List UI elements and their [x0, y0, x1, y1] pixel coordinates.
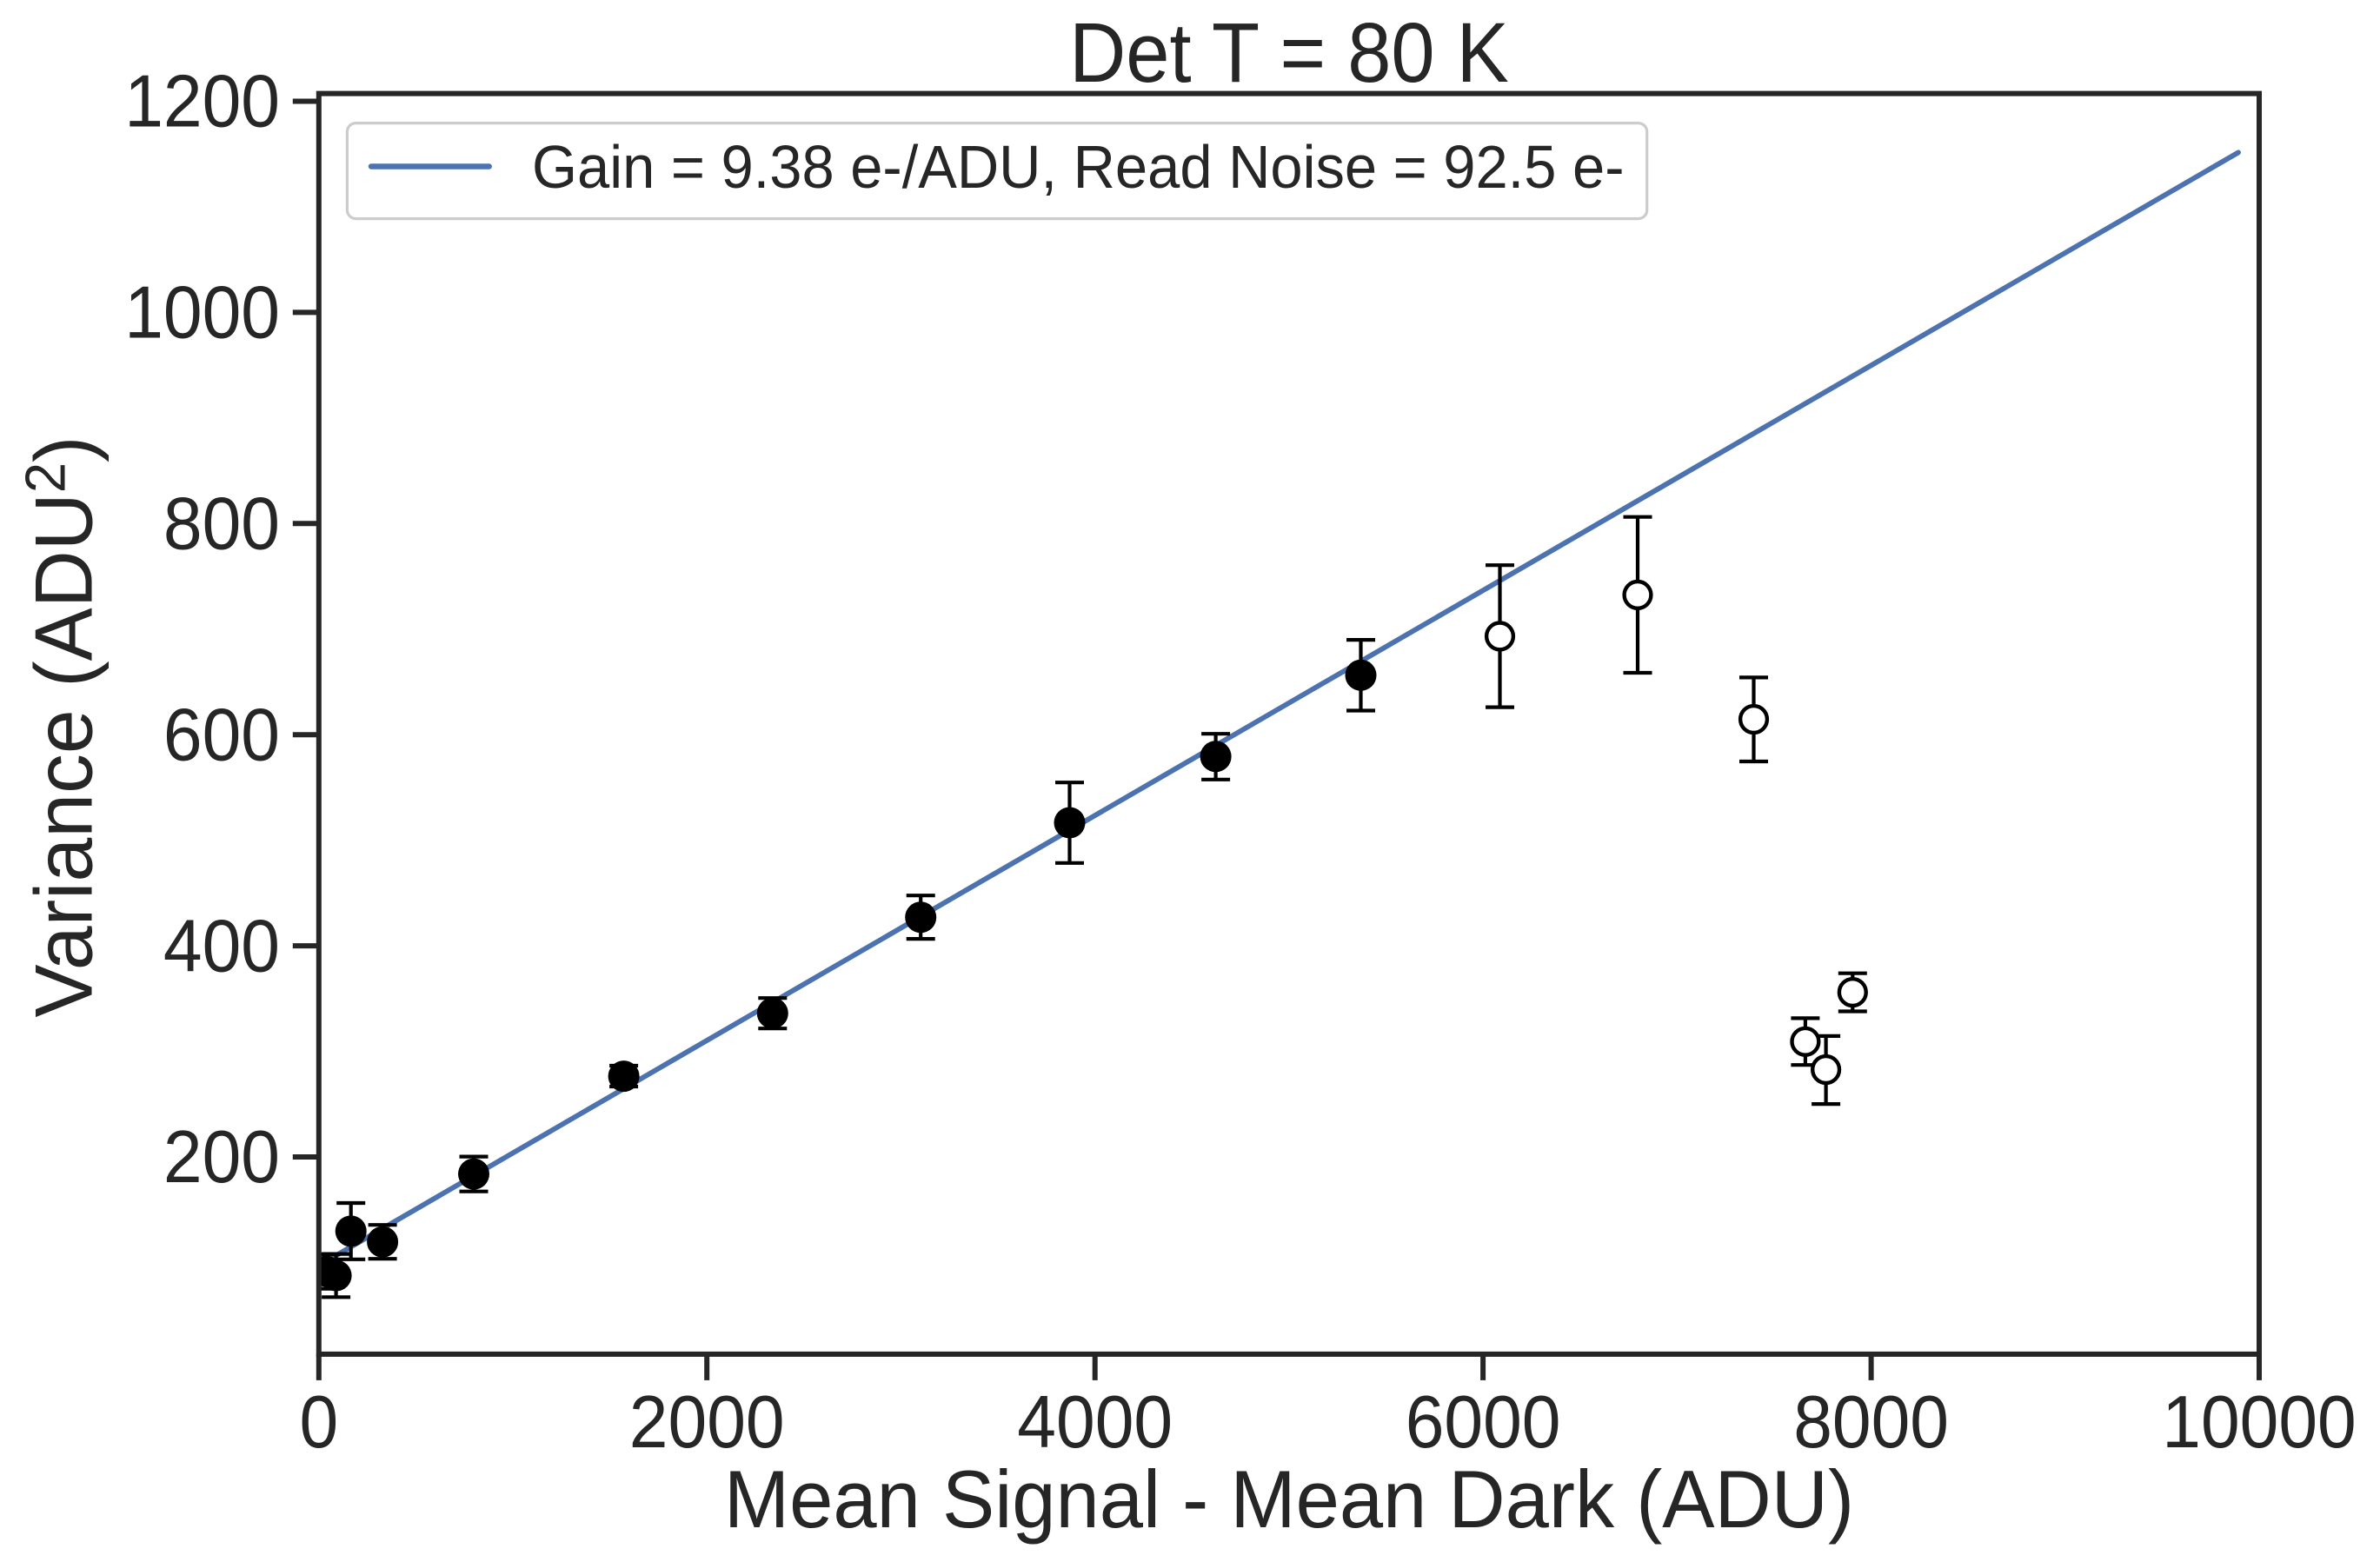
svg-text:Mean Signal - Mean Dark (ADU): Mean Signal - Mean Dark (ADU) [724, 1453, 1854, 1545]
svg-text:8000: 8000 [1793, 1381, 1949, 1464]
svg-text:Gain = 9.38 e-/ADU, Read Noise: Gain = 9.38 e-/ADU, Read Noise = 92.5 e- [532, 133, 1625, 201]
svg-text:2000: 2000 [629, 1381, 785, 1464]
svg-text:600: 600 [163, 694, 280, 776]
svg-text:400: 400 [163, 905, 280, 987]
svg-text:10000: 10000 [2162, 1381, 2356, 1464]
svg-text:1200: 1200 [124, 61, 280, 143]
svg-text:200: 200 [163, 1116, 280, 1199]
svg-text:Variance (ADU2): Variance (ADU2) [14, 436, 110, 1018]
svg-text:4000: 4000 [1017, 1381, 1173, 1464]
svg-text:6000: 6000 [1406, 1381, 1561, 1464]
svg-text:0: 0 [299, 1381, 338, 1464]
svg-text:Det T = 80 K: Det T = 80 K [1069, 5, 1509, 100]
svg-text:1000: 1000 [124, 272, 280, 355]
svg-text:800: 800 [163, 483, 280, 566]
